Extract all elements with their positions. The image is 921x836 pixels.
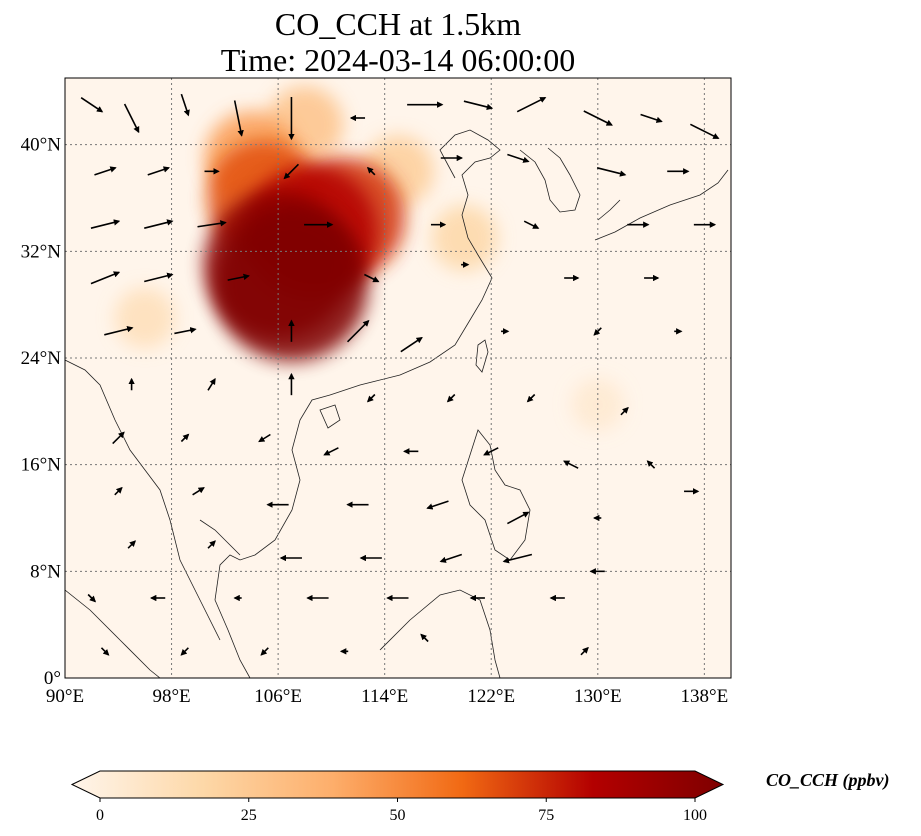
colorbar: 0 25 50 75 100 <box>70 770 725 824</box>
longitude-labels: 90°E 98°E 106°E 114°E 122°E 130°E 138°E <box>46 686 728 707</box>
coastline-burma <box>65 359 221 641</box>
lat-tick-label: 16°N <box>21 455 62 476</box>
colorbar-label: CO_CCH (ppbv) <box>766 770 890 790</box>
concentration-blob <box>114 287 176 349</box>
wind-arrow <box>174 327 197 335</box>
wind-arrow <box>366 393 376 403</box>
colorbar-tick-label: 0 <box>96 807 104 824</box>
wind-arrow <box>593 327 602 336</box>
wind-arrow <box>596 167 627 177</box>
wind-arrow <box>323 447 339 456</box>
wind-arrow <box>364 273 380 283</box>
wind-arrow <box>147 166 170 176</box>
wind-arrow <box>366 166 376 176</box>
wind-arrow <box>523 220 540 229</box>
lon-tick-label: 122°E <box>467 686 515 707</box>
wind-arrow <box>94 166 117 176</box>
concentration-blob <box>214 207 369 362</box>
concentration-blob <box>431 205 498 271</box>
map-time: Time: 2024-03-14 06:00:00 <box>220 42 576 78</box>
wind-arrow <box>400 336 423 353</box>
wind-arrow <box>180 433 190 443</box>
wind-arrow <box>123 103 140 134</box>
wind-arrow <box>207 377 216 391</box>
colorbar-tick-label: 100 <box>683 807 707 824</box>
wind-arrow <box>563 460 579 469</box>
wind-vectors <box>80 93 720 656</box>
colorbar-gradient <box>70 770 725 799</box>
wind-arrow <box>583 110 613 126</box>
coastline-taiwan <box>475 339 489 373</box>
lon-tick-label: 114°E <box>361 686 408 707</box>
wind-arrow <box>114 486 123 496</box>
wind-arrow <box>646 460 656 469</box>
lon-tick-label: 90°E <box>46 686 84 707</box>
wind-arrow <box>180 647 189 656</box>
wind-arrow <box>439 553 463 563</box>
wind-arrow <box>283 163 300 180</box>
wind-arrow <box>90 219 121 229</box>
wind-arrow <box>426 500 449 510</box>
wind-arrow <box>502 553 533 564</box>
wind-arrow <box>346 319 370 343</box>
wind-arrow <box>620 406 629 416</box>
wind-arrow <box>483 447 499 456</box>
wind-arrow <box>90 271 121 285</box>
wind-arrow <box>526 393 536 403</box>
wind-arrow <box>260 647 269 656</box>
wind-arrow <box>192 487 205 496</box>
wind-arrow <box>258 433 271 443</box>
wind-arrow <box>640 113 663 123</box>
wind-arrow <box>80 97 104 113</box>
colorbar-ticks: 0 25 50 75 100 <box>96 798 707 824</box>
wind-arrow <box>420 633 429 643</box>
wind-arrow <box>233 100 244 137</box>
map-axes: 90°E 98°E 106°E 114°E 122°E 130°E 138°E 0° 8°N 1… <box>21 77 732 707</box>
coastline-indochina <box>199 394 331 678</box>
wind-arrow <box>446 393 456 403</box>
colorbar-tick-label: 50 <box>390 807 406 824</box>
wind-arrow <box>690 123 720 140</box>
wind-arrow <box>104 325 134 336</box>
wind-arrow <box>507 153 530 163</box>
wind-arrow <box>516 96 547 113</box>
wind-arrow <box>227 273 250 281</box>
wind-arrow <box>580 646 589 656</box>
map-frame <box>64 77 732 679</box>
coastline-korea <box>519 147 581 213</box>
lat-tick-label: 8°N <box>30 561 61 582</box>
coastline-sumatra <box>65 589 161 678</box>
wind-arrow <box>197 220 227 228</box>
wind-arrow <box>463 100 494 111</box>
wind-arrow <box>87 593 97 603</box>
latitude-labels: 0° 8°N 16°N 24°N 32°N 40°N <box>21 135 62 689</box>
lat-tick-label: 40°N <box>21 135 62 156</box>
map-title: CO_CCH at 1.5km <box>274 6 522 42</box>
wind-arrow <box>112 431 125 445</box>
lon-tick-label: 98°E <box>152 686 190 707</box>
wind-arrow <box>100 647 110 656</box>
wind-arrow <box>180 93 190 117</box>
lat-tick-label: 24°N <box>21 348 62 369</box>
lat-tick-label: 32°N <box>21 241 62 262</box>
coastline-china <box>329 129 501 396</box>
wind-arrow <box>144 272 174 283</box>
gridlines <box>65 78 731 678</box>
coastline-hainan <box>319 404 341 429</box>
wind-arrow <box>144 219 174 229</box>
lon-tick-label: 138°E <box>681 686 729 707</box>
wind-arrow <box>507 511 530 525</box>
wind-arrow <box>207 540 216 549</box>
coastline-philippines <box>461 429 531 561</box>
colorbar-tick-label: 75 <box>538 807 554 824</box>
lon-tick-label: 130°E <box>574 686 622 707</box>
lon-tick-label: 106°E <box>254 686 302 707</box>
coastline-japan <box>594 169 729 241</box>
wind-arrow <box>127 540 137 549</box>
colorbar-tick-label: 25 <box>241 807 257 824</box>
lat-tick-label: 0° <box>44 668 61 689</box>
